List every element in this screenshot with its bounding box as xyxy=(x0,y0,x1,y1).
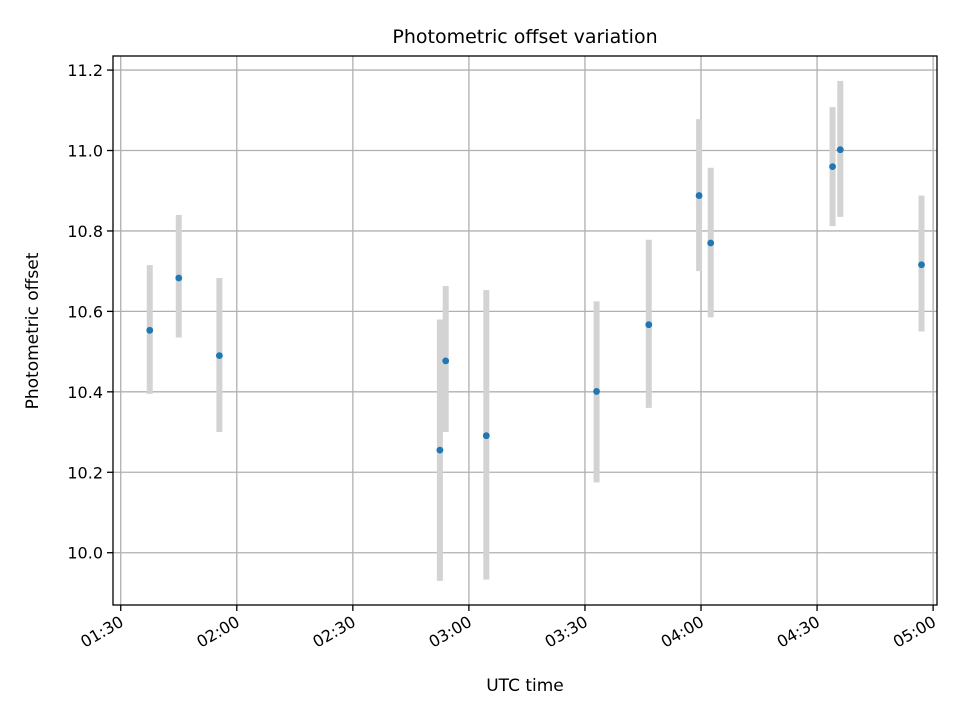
x-tick-label: 01:30 xyxy=(77,612,126,652)
data-point xyxy=(645,321,653,329)
data-point xyxy=(146,326,154,334)
y-axis-label: Photometric offset xyxy=(23,252,43,409)
x-axis-ticks: 01:30 02:00 02:30 03:00 03:30 04:00 04:30 05:00 xyxy=(77,605,939,652)
data-point xyxy=(482,432,490,440)
x-axis-label: UTC time xyxy=(486,676,564,696)
data-point xyxy=(442,357,450,365)
x-tick-label: 05:00 xyxy=(890,612,939,652)
y-tick-label: 10.2 xyxy=(67,463,103,482)
errorbar-layer xyxy=(146,80,925,581)
data-point xyxy=(918,261,925,269)
data-point xyxy=(836,146,844,154)
chart-title: Photometric offset variation xyxy=(392,26,657,48)
x-tick-label: 03:00 xyxy=(425,612,474,652)
y-tick-label: 10.8 xyxy=(67,222,103,241)
data-point xyxy=(593,388,600,395)
y-tick-label: 10.0 xyxy=(67,544,103,563)
grid-layer xyxy=(113,56,937,605)
y-tick-label: 11.0 xyxy=(67,142,103,161)
x-tick-label: 02:30 xyxy=(309,612,358,652)
data-point xyxy=(707,239,715,247)
data-point xyxy=(695,192,703,199)
data-point xyxy=(829,163,836,171)
x-tick-label: 04:00 xyxy=(658,612,707,652)
y-axis-ticks: 10.0 10.2 10.4 10.6 10.8 11.0 11.2 xyxy=(67,61,113,563)
data-point xyxy=(175,274,183,282)
y-tick-label: 11.2 xyxy=(67,61,103,80)
x-tick-label: 04:30 xyxy=(774,612,823,652)
data-point xyxy=(215,352,223,360)
y-tick-label: 10.6 xyxy=(67,302,103,321)
point-layer xyxy=(146,146,925,454)
x-tick-label: 03:30 xyxy=(542,612,591,652)
data-point xyxy=(436,446,444,454)
y-tick-label: 10.4 xyxy=(67,383,103,402)
x-tick-label: 02:00 xyxy=(193,612,242,652)
plot-frame xyxy=(112,55,938,606)
